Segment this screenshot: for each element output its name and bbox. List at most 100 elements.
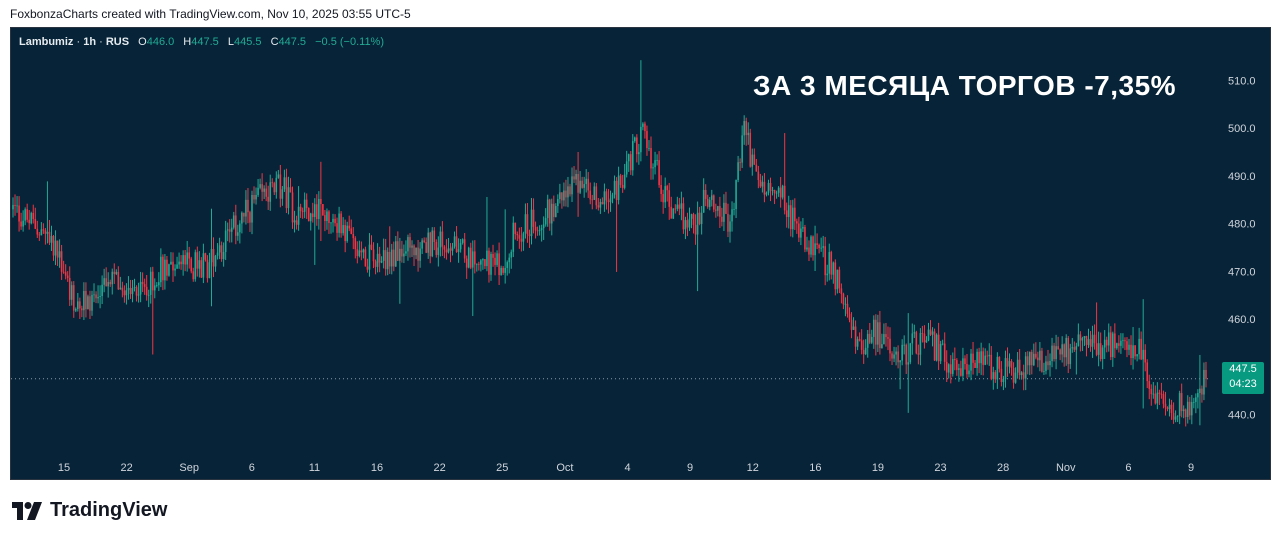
candle-body [79,301,81,309]
candle-body [368,244,371,270]
candle-body [808,247,810,255]
candle-body [388,251,391,267]
candle-body [441,231,444,247]
candle-body [806,247,808,250]
candle-body [516,234,519,236]
candle-body [1067,337,1070,365]
candlestick-chart[interactable]: 510.0500.0490.0480.0470.0460.0450.0440.0… [11,28,1270,479]
candle-body [690,214,693,219]
candle-body [230,227,233,232]
candle-body [1205,369,1207,379]
candle-body [443,246,446,250]
candle-body [44,230,47,234]
candle-body [1047,361,1049,366]
candle-body [518,235,521,239]
candle-body [459,242,462,250]
candle-body [131,288,134,295]
candle-body [1024,356,1027,379]
candle-body [729,221,731,232]
candle-body [850,319,853,330]
tradingview-logo[interactable]: TradingView [12,499,167,522]
candle-body [170,261,172,265]
candle-body [1186,401,1189,417]
y-tick-label: 440.0 [1228,410,1256,422]
candle-body [307,208,310,222]
candle-body [937,334,940,362]
candle-body [727,213,729,232]
candle-body [897,351,899,363]
candle-body [974,362,976,368]
legend-high-label: H [183,36,192,48]
candle-body [915,332,918,354]
candle-body [419,248,421,261]
candle-body [77,301,79,309]
candle-body [611,194,614,199]
candle-body [20,221,22,227]
candle-body [1164,403,1167,408]
candle-body [589,190,592,200]
candle-body [1184,409,1187,417]
candle-body [471,251,474,268]
candle-body [168,264,170,276]
candle-body [719,206,721,217]
candle-body [828,252,831,274]
candle-body [905,344,908,365]
candle-body [1114,333,1116,349]
candle-body [356,249,359,257]
candle-body [617,175,620,200]
candle-body [476,263,478,265]
chart-panel[interactable]: 510.0500.0490.0480.0470.0460.0450.0440.0… [10,27,1271,480]
candle-body [650,148,652,169]
candle-body [1199,388,1201,394]
candle-body [836,269,839,290]
candle-body [1041,350,1043,372]
candle-body [275,177,278,193]
candle-body [579,180,581,193]
candle-body [925,340,928,343]
candle-body [478,263,480,265]
candle-body [334,218,336,224]
candle-body [899,360,901,363]
candle-body [123,290,126,296]
candle-body [737,162,739,181]
candle-body [24,209,26,221]
candle-body [218,245,221,253]
candle-body [1087,339,1090,345]
candle-body [237,232,239,236]
candle-body [451,246,454,251]
candle-body [457,249,460,252]
candle-body [210,248,213,263]
candle-body [840,288,843,294]
candle-body [273,183,276,193]
candle-body [771,189,774,191]
candle-body [571,176,573,195]
candle-body [1051,345,1053,362]
candle-body [1057,346,1059,350]
candle-body [678,204,681,209]
candle-body [58,251,61,258]
candle-body [50,236,53,243]
candle-body [194,252,197,280]
candle-body [704,190,707,199]
candle-body [625,161,628,175]
candle-body [1116,343,1118,349]
candle-body [1049,361,1051,366]
candle-body [1010,361,1013,369]
candle-body [338,213,340,233]
candle-body [56,240,59,258]
candle-body [305,199,308,209]
candle-body [362,249,365,253]
candle-body [423,240,425,243]
candle-body [514,222,517,235]
candle-body [844,303,847,305]
candle-body [1022,372,1025,379]
candle-body [585,178,587,185]
candle-body [95,294,97,299]
candle-body [524,214,527,234]
candle-body [1018,359,1021,376]
candle-body [263,188,265,192]
candle-body [968,370,970,375]
candle-body [1150,388,1153,395]
candle-body [1152,393,1155,395]
candle-body [911,333,914,344]
